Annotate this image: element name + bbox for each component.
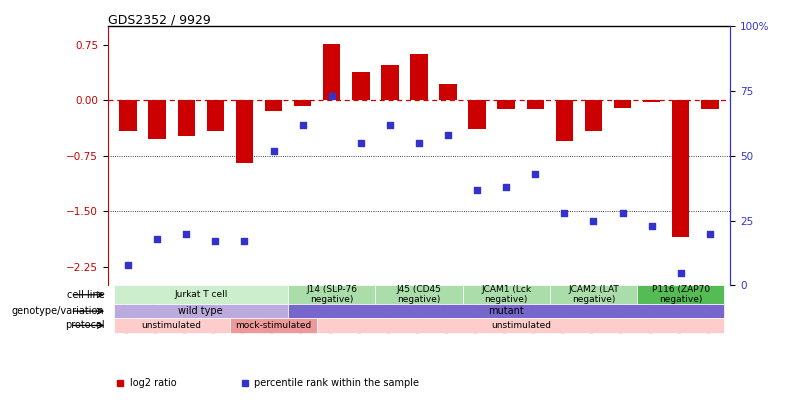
Bar [375, 286, 463, 304]
Bar [381, 65, 398, 100]
Text: mock-stimulated: mock-stimulated [235, 321, 312, 330]
Text: J45 (CD45
negative): J45 (CD45 negative) [397, 285, 441, 305]
Bar [550, 286, 637, 304]
Point [471, 186, 484, 193]
Bar [230, 318, 317, 333]
Point [587, 217, 600, 224]
Point [296, 122, 309, 128]
Bar [497, 100, 515, 109]
Point [500, 184, 512, 190]
Point [267, 147, 280, 154]
Bar [410, 54, 428, 100]
Bar [148, 100, 166, 139]
Bar [177, 100, 195, 136]
Bar [555, 100, 573, 141]
Point [558, 210, 571, 216]
Text: P116 (ZAP70
negative): P116 (ZAP70 negative) [652, 285, 709, 305]
Bar [288, 286, 375, 304]
Bar [527, 100, 544, 109]
Point [238, 238, 251, 245]
Point [703, 230, 716, 237]
Text: percentile rank within the sample: percentile rank within the sample [254, 378, 419, 388]
Bar [113, 318, 230, 333]
Text: mutant: mutant [488, 306, 524, 316]
Point [326, 93, 338, 100]
Bar [672, 100, 689, 237]
Text: cell line: cell line [67, 290, 105, 300]
Point [354, 140, 367, 146]
Bar [113, 286, 288, 304]
Text: unstimulated: unstimulated [142, 321, 202, 330]
Bar [440, 84, 456, 100]
Bar [643, 100, 661, 102]
Bar [294, 100, 311, 106]
Point [646, 223, 658, 229]
Point [441, 132, 454, 139]
Text: genotype/variation: genotype/variation [12, 306, 105, 316]
Text: wild type: wild type [179, 306, 223, 316]
Text: log2 ratio: log2 ratio [129, 378, 176, 388]
Bar [120, 100, 136, 132]
Bar [637, 286, 725, 304]
Text: JCAM2 (LAT
negative): JCAM2 (LAT negative) [568, 285, 618, 305]
Bar [614, 100, 631, 108]
Bar [207, 100, 224, 132]
Point [151, 236, 164, 242]
Point [209, 238, 222, 245]
Bar [585, 100, 602, 132]
Bar [235, 100, 253, 163]
Bar [265, 100, 282, 111]
Point [180, 230, 192, 237]
Bar [113, 304, 288, 318]
Point [674, 269, 687, 276]
Point [122, 262, 135, 268]
Bar [352, 72, 369, 100]
Bar [701, 100, 718, 109]
Point [413, 140, 425, 146]
Text: JCAM1 (Lck
negative): JCAM1 (Lck negative) [481, 285, 531, 305]
Point [616, 210, 629, 216]
Bar [468, 100, 486, 128]
Text: Jurkat T cell: Jurkat T cell [174, 290, 227, 299]
Point [529, 171, 542, 177]
Text: GDS2352 / 9929: GDS2352 / 9929 [108, 13, 211, 26]
Bar [288, 304, 725, 318]
Bar [317, 318, 725, 333]
Text: protocol: protocol [65, 320, 105, 330]
Text: unstimulated: unstimulated [491, 321, 551, 330]
Point [384, 122, 397, 128]
Bar [323, 44, 341, 100]
Text: J14 (SLP-76
negative): J14 (SLP-76 negative) [306, 285, 358, 305]
Bar [463, 286, 550, 304]
